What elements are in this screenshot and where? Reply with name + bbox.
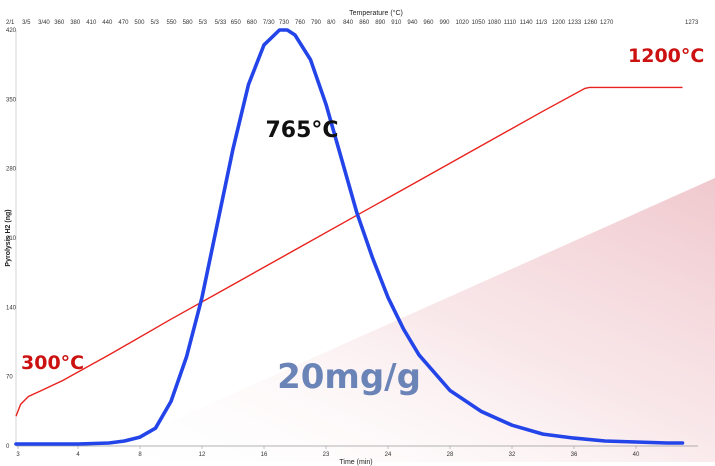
top-tick-label: 1140 bbox=[520, 20, 534, 26]
top-tick-label: 730 bbox=[279, 20, 290, 26]
y-tick-label: 0 bbox=[6, 444, 10, 450]
top-tick-label: 990 bbox=[440, 20, 451, 26]
x-tick-label: 24 bbox=[385, 452, 392, 458]
top-tick-label: 2/1 bbox=[6, 20, 15, 26]
top-tick-label: 5/3 bbox=[151, 20, 160, 26]
x-tick-label: 36 bbox=[571, 452, 578, 458]
y-tick-label: 280 bbox=[6, 167, 17, 173]
x-tick-label: 16 bbox=[261, 452, 268, 458]
y-tick-label: 420 bbox=[6, 28, 17, 34]
top-tick-label: 760 bbox=[295, 20, 306, 26]
top-tick-label: 7/30 bbox=[263, 20, 275, 26]
top-tick-label: 1110 bbox=[504, 20, 517, 26]
top-tick-label: 11/3 bbox=[536, 20, 548, 26]
end-temperature-label: 1200°C bbox=[628, 45, 704, 67]
y-tick-labels: 0 70 140 210 280 350 420 bbox=[6, 28, 17, 450]
x-axis-title: Time (min) bbox=[339, 459, 372, 466]
top-tick-label: 960 bbox=[423, 20, 434, 26]
top-tick-label: 360 bbox=[54, 20, 65, 26]
top-tick-label: 5/3 bbox=[199, 20, 208, 26]
top-tick-label: 3/40 bbox=[38, 20, 50, 26]
top-tick-label: 860 bbox=[359, 20, 370, 26]
top-tick-label: 1273 bbox=[685, 20, 699, 26]
top-tick-label: 3/5 bbox=[22, 20, 31, 26]
concentration-label: 20mg/g bbox=[277, 357, 421, 397]
top-tick-label: 440 bbox=[102, 20, 113, 26]
top-tick-label: 1020 bbox=[456, 20, 470, 26]
x-tick-label: 3 bbox=[16, 452, 20, 458]
x-tick-label: 8 bbox=[138, 452, 142, 458]
peak-temperature-label: 765°C bbox=[265, 118, 338, 143]
y-tick-label: 70 bbox=[6, 375, 13, 381]
top-tick-label: 410 bbox=[86, 20, 97, 26]
top-tick-label: 840 bbox=[343, 20, 354, 26]
x-tick-label: 12 bbox=[199, 452, 206, 458]
top-tick-label: 550 bbox=[167, 20, 178, 26]
top-tick-label: 790 bbox=[311, 20, 322, 26]
top-tick-label: 1270 bbox=[600, 20, 614, 26]
top-tick-label: 680 bbox=[247, 20, 258, 26]
top-tick-label: 910 bbox=[391, 20, 402, 26]
x-tick-label: 23 bbox=[323, 452, 330, 458]
top-tick-label: 470 bbox=[118, 20, 129, 26]
top-tick-label: 940 bbox=[407, 20, 418, 26]
top-tick-label: 650 bbox=[231, 20, 242, 26]
top-tick-label: 1050 bbox=[472, 20, 486, 26]
top-tick-label: 890 bbox=[375, 20, 386, 26]
x-tick-label: 32 bbox=[509, 452, 516, 458]
x-tick-labels: 3 4 8 12 16 23 24 28 32 36 40 bbox=[16, 446, 640, 458]
top-tick-label: 1200 bbox=[552, 20, 566, 26]
top-tick-label: 500 bbox=[134, 20, 145, 26]
top-tick-label: 1233 bbox=[568, 20, 582, 26]
y-tick-label: 350 bbox=[6, 97, 17, 103]
x-tick-label: 4 bbox=[76, 452, 80, 458]
top-axis-title: Temperature (°C) bbox=[349, 9, 403, 17]
top-tick-label: 580 bbox=[183, 20, 194, 26]
top-tick-labels: 2/1 3/5 3/40 360 380 410 440 470 500 5/3 550 580 5/3… bbox=[6, 20, 699, 26]
temperature-ramp-line bbox=[15, 86, 683, 417]
top-tick-label: 380 bbox=[70, 20, 81, 26]
top-tick-label: 8/0 bbox=[327, 20, 336, 26]
start-temperature-label: 300°C bbox=[21, 352, 84, 374]
x-tick-label: 40 bbox=[633, 452, 640, 458]
y-tick-label: 210 bbox=[6, 236, 17, 242]
y-tick-label: 140 bbox=[6, 305, 17, 311]
pyrolysis-h2-curve bbox=[14, 28, 685, 446]
top-tick-label: 1260 bbox=[584, 20, 598, 26]
top-tick-label: 1080 bbox=[488, 20, 502, 26]
y-axis-title: Pyrolysis H2 (ng) bbox=[5, 209, 12, 266]
top-tick-label: 5/33 bbox=[215, 20, 227, 26]
x-tick-label: 28 bbox=[447, 452, 454, 458]
